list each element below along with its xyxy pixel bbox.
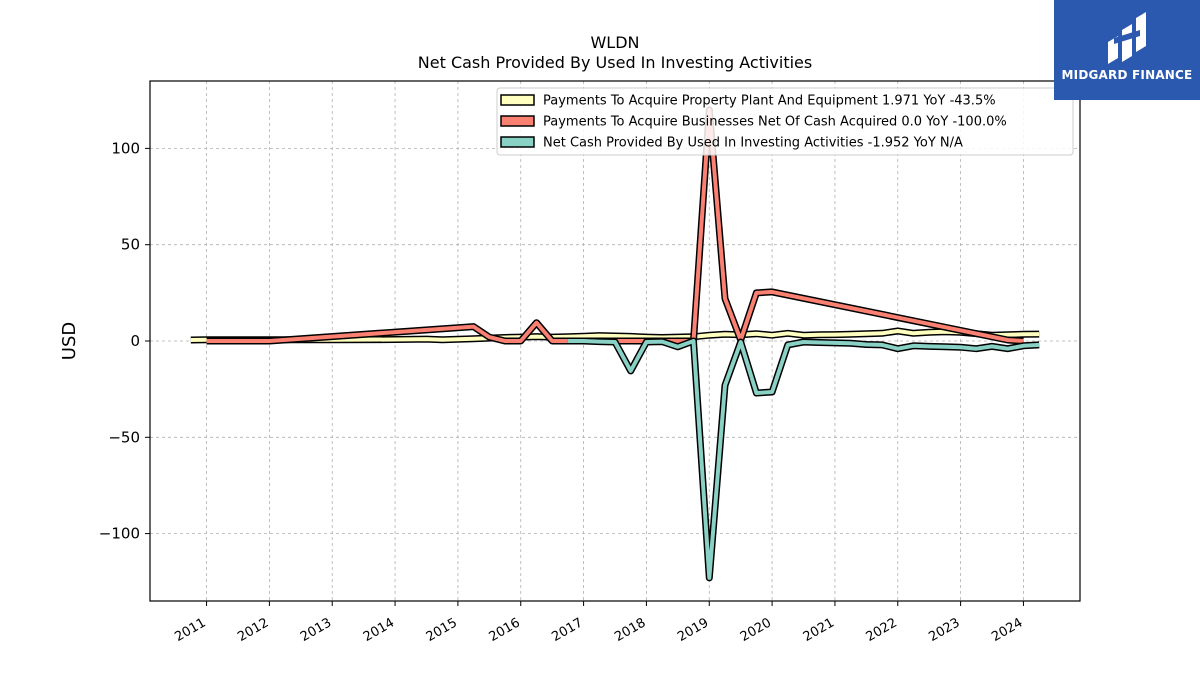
y-tick-label: −50	[108, 428, 140, 446]
x-tick-label: 2024	[989, 615, 1025, 645]
logo-mark-icon	[1108, 12, 1146, 64]
y-tick-label: −100	[99, 525, 140, 543]
x-tick-label: 2016	[487, 615, 523, 645]
legend-label: Payments To Acquire Property Plant And E…	[543, 94, 996, 109]
x-tick-label: 2011	[172, 615, 208, 645]
series-line	[567, 339, 1040, 580]
x-tick-label: 2012	[235, 615, 271, 645]
x-axis: 2011 2012 2013 2014 2015 2016 2017 2018 2019 2020…	[172, 601, 1025, 645]
x-tick-label: 2021	[801, 615, 837, 645]
series-line-outline	[567, 337, 1040, 582]
y-axis: −100 −50 0 50 100	[99, 139, 150, 543]
legend-label: Payments To Acquire Businesses Net Of Ca…	[543, 115, 1007, 130]
legend-swatch	[500, 115, 535, 127]
x-tick-label: 2022	[864, 615, 900, 645]
y-tick-label: 50	[121, 236, 140, 254]
x-tick-label: 2015	[424, 615, 460, 645]
x-tick-label: 2018	[612, 615, 648, 645]
brand-logo: MIDGARD FINANCE	[1054, 0, 1200, 100]
x-tick-label: 2013	[298, 615, 334, 645]
series-layer	[190, 106, 1040, 582]
legend-label: Net Cash Provided By Used In Investing A…	[543, 136, 963, 151]
legend-swatch	[500, 136, 535, 148]
x-tick-label: 2023	[926, 615, 962, 645]
logo-text: MIDGARD FINANCE	[1061, 68, 1193, 82]
x-tick-label: 2014	[361, 615, 397, 645]
legend-item: Payments To Acquire Property Plant And E…	[500, 94, 996, 109]
y-tick-label: 100	[111, 139, 140, 157]
series-3	[567, 337, 1040, 582]
y-axis-label: USD	[59, 322, 80, 360]
legend-box	[496, 87, 1074, 156]
legend-item: Net Cash Provided By Used In Investing A…	[500, 136, 963, 151]
legend-swatch	[500, 94, 535, 106]
legend-item: Payments To Acquire Businesses Net Of Ca…	[500, 115, 1007, 130]
chart-subtitle: Net Cash Provided By Used In Investing A…	[418, 53, 812, 72]
x-tick-label: 2017	[549, 615, 585, 645]
legend: Payments To Acquire Property Plant And E…	[496, 87, 1074, 156]
x-tick-label: 2019	[675, 615, 711, 645]
x-tick-label: 2020	[738, 615, 774, 645]
y-tick-label: 0	[130, 332, 140, 350]
chart-title: WLDN	[590, 33, 639, 52]
